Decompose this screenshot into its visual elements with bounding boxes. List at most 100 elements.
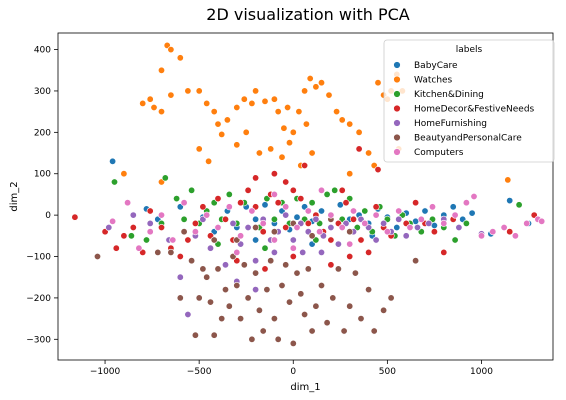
data-point [261,97,269,105]
data-point [270,190,278,198]
data-point [143,236,151,244]
data-point [252,286,260,294]
data-point [203,99,211,107]
data-point [327,236,335,244]
legend-label: HomeFurnishing [414,119,487,129]
data-point [282,224,290,232]
data-point [355,128,363,136]
legend-item: HomeFurnishing [393,119,487,129]
data-point [210,331,218,339]
legend-marker [393,75,401,84]
y-axis-label: dim_2 [9,181,20,211]
data-point [214,224,222,232]
points-layer [71,41,546,347]
data-point [316,228,324,236]
data-point [406,224,414,232]
data-point [374,79,382,87]
x-tick-label: 500 [379,367,396,377]
data-point [252,174,260,182]
data-point [334,265,342,273]
data-point [393,224,401,232]
data-point [470,193,478,201]
data-point [184,236,192,244]
data-point [214,195,222,203]
y-axis: −300 −200 −100 0 100 200 300 400 [26,46,58,345]
data-point [229,219,237,227]
data-point [261,201,269,209]
y-tick-label: −100 [26,253,51,263]
y-tick-label: 100 [34,170,51,180]
data-point [135,244,143,252]
data-point [222,215,230,223]
data-point [252,215,260,223]
data-point [515,201,523,209]
y-tick-label: 400 [34,46,51,56]
data-point [129,224,137,232]
legend-label: HomeDecor&FestiveNeeds [414,105,535,115]
data-point [346,170,354,178]
data-point [154,248,162,256]
data-point [340,327,348,335]
data-point [252,224,260,232]
chart-title: 2D visualization with PCA [206,5,409,24]
data-point [312,302,320,310]
data-point [146,207,154,215]
data-point [184,310,192,318]
data-point [500,224,508,232]
data-point [158,224,166,232]
data-point [233,248,241,256]
data-point [451,236,459,244]
data-point [346,253,354,261]
data-point [325,91,333,99]
x-tick-label: −500 [187,367,212,377]
data-point [173,195,181,203]
data-point [270,215,278,223]
data-point [169,236,177,244]
data-point [289,236,297,244]
legend-item: Watches [393,75,453,86]
data-point [270,315,278,323]
y-tick-label: 200 [34,128,51,138]
legend-title: labels [456,45,483,55]
data-point [372,203,380,211]
data-point [274,108,282,116]
legend-box [383,39,555,163]
data-point [237,199,245,207]
data-point [462,199,470,207]
data-point [312,83,320,91]
data-point [240,95,248,103]
data-point [188,186,196,194]
data-point [506,228,514,236]
data-point [195,294,203,302]
data-point [222,286,230,294]
data-point [252,257,260,265]
data-point [289,244,297,252]
data-point [255,306,263,314]
data-point [167,91,175,99]
data-point [139,99,147,107]
data-point [252,87,260,95]
data-point [109,217,117,225]
data-point [372,236,380,244]
data-point [120,232,128,240]
legend-marker [393,104,401,113]
data-point [259,327,267,335]
legend-item: BeautyandPersonalCare [393,134,522,144]
data-point [417,215,425,223]
data-point [244,294,252,302]
data-point [317,79,325,87]
data-point [270,248,278,256]
data-point [355,145,363,153]
data-point [317,186,325,194]
legend-item: Computers [393,148,464,158]
data-point [462,219,470,227]
data-point [261,265,269,273]
data-point [304,207,312,215]
data-point [274,335,282,343]
data-point [440,219,448,227]
data-point [511,232,519,240]
data-point [252,269,260,277]
data-point [346,120,354,128]
legend-marker [393,119,401,127]
data-point [302,120,310,128]
